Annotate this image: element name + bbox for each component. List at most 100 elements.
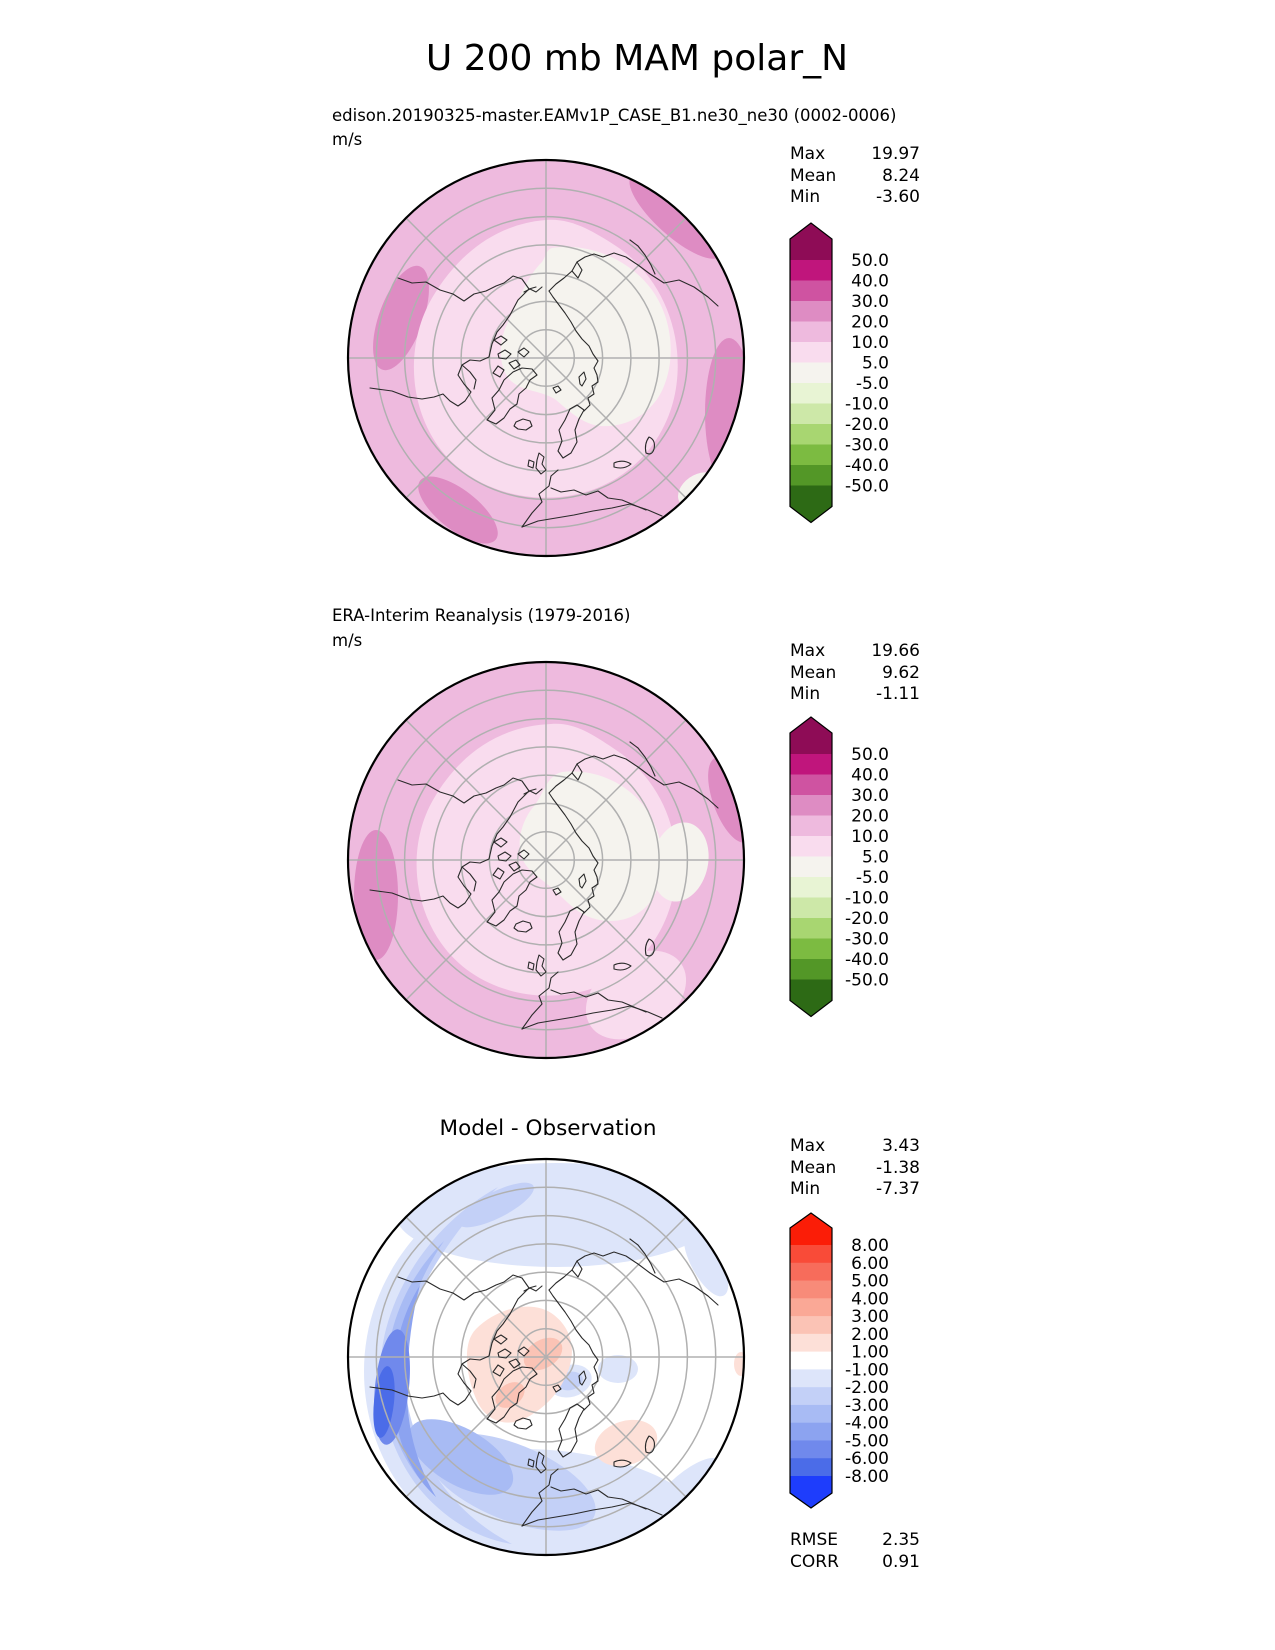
contour-band [652,1457,720,1517]
colorbar-tick-label: 50.0 [851,745,889,765]
metric-value: 2.35 [882,1530,920,1550]
stats-block-obs: Max 19.66 Mean 9.62 Min -1.11 [790,641,920,706]
stat-value: -1.11 [876,684,920,704]
colorbar-band [790,815,832,837]
metric-row: RMSE 2.35 [790,1530,920,1552]
colorbar-tick-label: 5.0 [862,848,889,868]
stat-row: Max 19.66 [790,641,920,663]
colorbar-tick-label: 2.00 [851,1325,889,1345]
colorbar-arrow-bottom [790,485,832,523]
panel-obs-subtitle: ERA-Interim Reanalysis (1979-2016) [332,606,631,625]
metric-label: CORR [790,1551,839,1572]
colorbar-tick-label: 5.00 [851,1272,889,1292]
colorbar-tick-label: -5.00 [845,1431,889,1451]
stat-value: 19.66 [871,641,920,661]
colorbar-tick-label: 40.0 [851,272,889,292]
colorbar-arrow-top [790,223,832,260]
contour-band [734,1352,743,1376]
colorbar-band [790,260,832,282]
metric-row: CORR 0.91 [790,1552,920,1574]
stat-label: Mean [790,662,837,683]
colorbar-tick-label: 5.0 [862,354,889,374]
map-boundary [346,660,746,1060]
stat-label: Min [790,187,821,207]
stat-label: Max [790,1136,826,1156]
metric-value: 0.91 [882,1551,920,1572]
polar-map-model [346,158,746,558]
contour-band [651,822,709,902]
colorbar-band [790,1316,832,1335]
panel-model-units: m/s [332,130,363,149]
panel-model-subtitle: edison.20190325-master.EAMv1P_CASE_B1.ne… [332,106,897,125]
stats-block-model: Max 19.97 Mean 8.24 Min -3.60 [790,144,920,209]
colorbar-band [790,1387,832,1406]
colorbar-outline [789,716,833,1018]
colorbar-tick-label: -5.0 [856,374,889,394]
contour-band [396,1163,716,1267]
colorbar-tick-label: -20.0 [845,909,889,929]
stats-block-diff: Max 3.43 Mean -1.38 Min -7.37 [790,1136,920,1201]
panel-obs-units: m/s [332,631,363,650]
colorbar-tick-label: -10.0 [845,395,889,415]
contour-band [683,1227,729,1297]
colorbar-band [790,1369,832,1388]
colorbar-tick-label: 6.00 [851,1254,889,1274]
colorbar-arrow-top [790,717,832,754]
colorbar-tick-label: -4.00 [845,1414,889,1434]
colorbar-tick-label: -2.00 [845,1378,889,1398]
colorbar-tick-label: -10.0 [845,889,889,909]
stat-label: Mean [790,165,837,186]
stat-value: 8.24 [882,165,920,186]
colorbar-tick-label: -30.0 [845,436,889,456]
stat-value: 9.62 [882,662,920,683]
stat-row: Mean 8.24 [790,166,920,188]
colorbar-band [790,301,832,323]
colorbar-band [790,877,832,899]
stat-row: Mean -1.38 [790,1158,920,1180]
colorbar-arrow-bottom [790,979,832,1017]
colorbar-band [790,774,832,796]
stat-row: Min -7.37 [790,1179,920,1201]
contour-band [418,476,498,544]
colorbar-band [790,465,832,487]
colorbar-band [790,959,832,981]
contour-band [594,1419,658,1467]
colorbar-band [790,918,832,940]
colorbar-tick-label: -40.0 [845,456,889,476]
colorbar-tick-label: 4.00 [851,1289,889,1309]
colorbar-arrow-top [790,1213,832,1245]
colorbar-outline [789,222,833,524]
colorbar-tick-label: -8.00 [845,1467,889,1487]
contour-band [598,1355,638,1383]
colorbar-tick-label: -5.0 [856,868,889,888]
colorbar-tick-label: -6.00 [845,1449,889,1469]
stat-value: 19.97 [871,144,920,164]
colorbar-obs: 50.040.030.020.010.05.0-5.0-10.0-20.0-30… [789,716,889,1018]
colorbar-tick-label: -20.0 [845,415,889,435]
stat-row: Min -1.11 [790,684,920,706]
stat-row: Min -3.60 [790,187,920,209]
stat-row: Max 3.43 [790,1136,920,1158]
colorbar-tick-label: 3.00 [851,1307,889,1327]
stat-label: Max [790,641,826,661]
panel-diff-title: Model - Observation [439,1116,657,1141]
colorbar-tick-label: -40.0 [845,950,889,970]
stat-value: -1.38 [876,1157,920,1178]
colorbar-tick-label: 10.0 [851,827,889,847]
colorbar-band [790,383,832,405]
contour-fill-diff [349,1160,743,1554]
stat-value: 3.43 [882,1136,920,1156]
colorbar-outline [789,1212,833,1509]
stat-label: Min [790,684,821,704]
colorbar-band [790,1422,832,1442]
colorbar-band [790,1333,832,1353]
colorbar-tick-label: 10.0 [851,333,889,353]
colorbar-tick-label: 50.0 [851,251,889,271]
contour-band [458,1182,534,1228]
colorbar-band [790,795,832,817]
colorbar-band [790,1351,832,1370]
contour-fill-obs [349,663,743,1057]
colorbar-band [790,424,832,446]
stat-row: Mean 9.62 [790,663,920,685]
